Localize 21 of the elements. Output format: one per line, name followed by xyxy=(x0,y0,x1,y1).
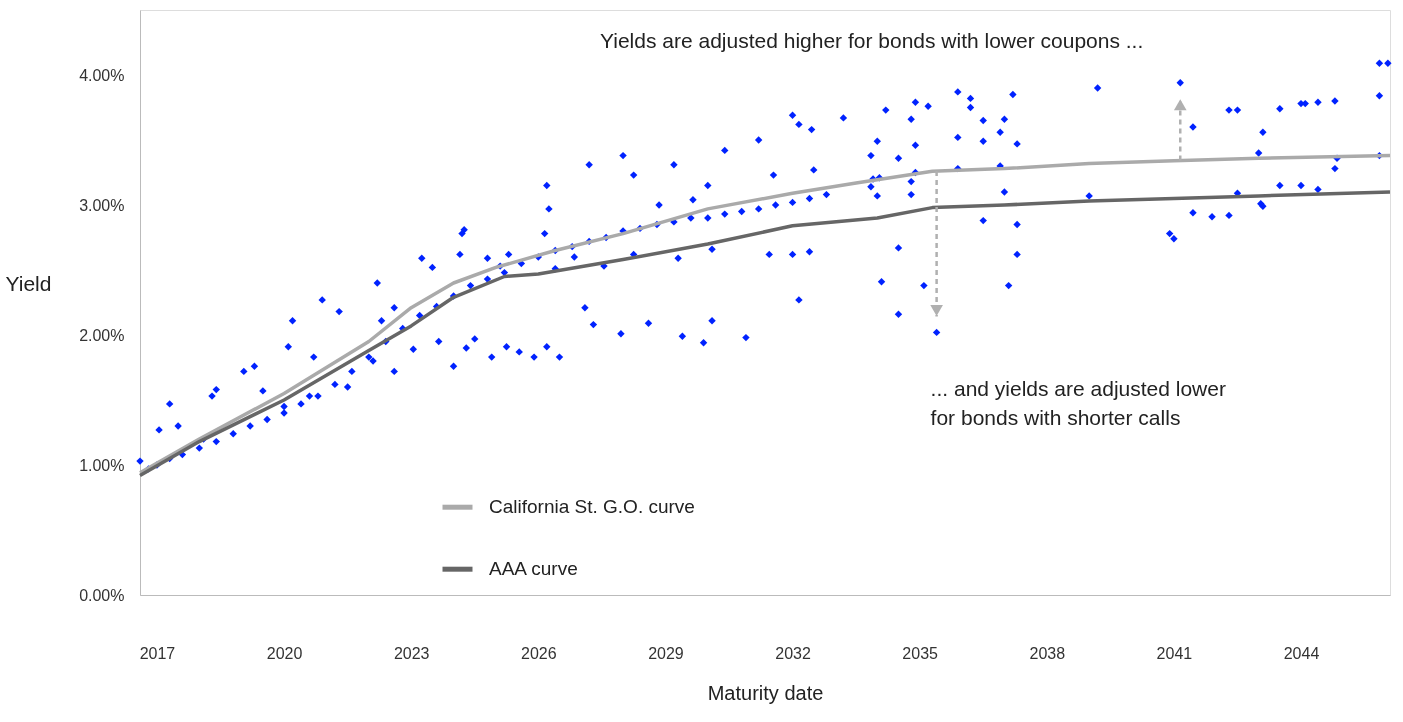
x-tick-label: 2026 xyxy=(521,644,557,662)
legend-label: AAA curve xyxy=(489,558,578,580)
y-tick-label: 4.00% xyxy=(79,66,125,84)
x-tick-label: 2038 xyxy=(1029,644,1066,662)
x-tick-label: 2020 xyxy=(266,644,303,662)
y-tick-label: 2.00% xyxy=(79,326,125,344)
annotation: ... and yields are adjusted lower for bonds with shorter calls xyxy=(930,377,1226,430)
y-tick-label: 3.00% xyxy=(79,196,125,214)
x-tick-label: 2017 xyxy=(139,644,176,662)
x-axis-title: Maturity date xyxy=(707,681,824,704)
legend-label: California St. G.O. curve xyxy=(489,496,695,518)
x-tick-label: 2035 xyxy=(902,644,939,662)
y-tick-label: 1.00% xyxy=(79,456,125,474)
y-tick-label: 0.00% xyxy=(79,586,125,604)
x-tick-label: 2041 xyxy=(1156,644,1193,662)
x-tick-label: 2029 xyxy=(648,644,684,662)
x-tick-label: 2023 xyxy=(393,644,430,662)
x-tick-label: 2044 xyxy=(1283,644,1320,662)
y-axis-title: Yield xyxy=(5,272,52,295)
x-tick-label: 2032 xyxy=(775,644,811,662)
annotation: Yields are adjusted higher for bonds with lower coupons ... xyxy=(600,28,1144,52)
